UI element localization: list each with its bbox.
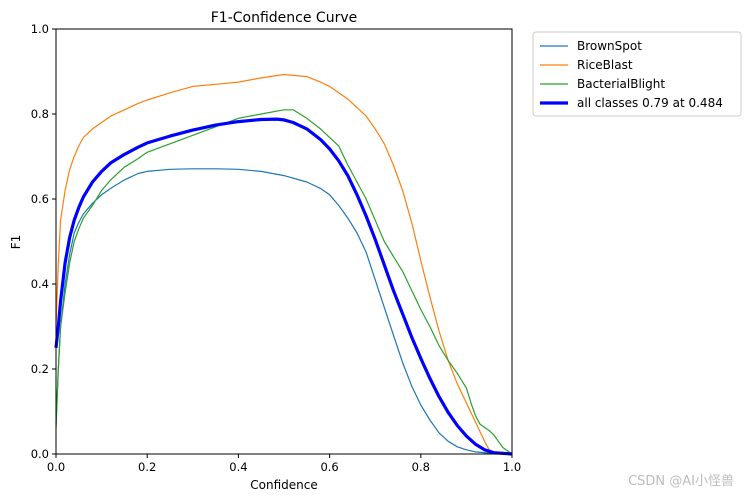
series-line-0 xyxy=(55,168,513,455)
axis-ticks: 0.0 0.2 0.4 0.6 0.8 1.0 0.0 0.2 0.4 0.6 0.8 1.0 xyxy=(31,22,521,474)
legend-label: BacterialBlight xyxy=(577,77,665,91)
x-tick-label: 0.2 xyxy=(138,460,156,474)
x-axis-label: Confidence xyxy=(250,478,317,492)
legend-label: RiceBlast xyxy=(577,58,633,72)
legend-label: BrownSpot xyxy=(577,39,642,53)
y-axis-label: F1 xyxy=(9,235,23,250)
y-tick-label: 0.4 xyxy=(31,277,49,291)
legend-label: all classes 0.79 at 0.484 xyxy=(577,96,723,110)
legend: BrownSpot RiceBlast BacterialBlight all cla… xyxy=(532,31,742,117)
x-tick-label: 1.0 xyxy=(503,460,521,474)
x-tick-label: 0.0 xyxy=(47,460,65,474)
x-tick-label: 0.4 xyxy=(229,460,247,474)
y-tick-label: 1.0 xyxy=(31,22,49,36)
series-line-2 xyxy=(55,109,513,455)
chart-title: F1-Confidence Curve xyxy=(211,10,357,26)
y-tick-label: 0.2 xyxy=(31,362,49,376)
plot-lines xyxy=(54,73,513,456)
y-tick-label: 0.8 xyxy=(31,107,49,121)
legend-box xyxy=(532,31,742,117)
x-tick-label: 0.8 xyxy=(412,460,430,474)
watermark-text: CSDN @AI小怪兽 xyxy=(628,474,734,489)
y-tick-label: 0.0 xyxy=(31,447,49,461)
x-tick-label: 0.6 xyxy=(320,460,338,474)
y-tick-label: 0.6 xyxy=(31,192,49,206)
series-line-3 xyxy=(54,117,513,456)
plot-frame xyxy=(55,28,513,455)
